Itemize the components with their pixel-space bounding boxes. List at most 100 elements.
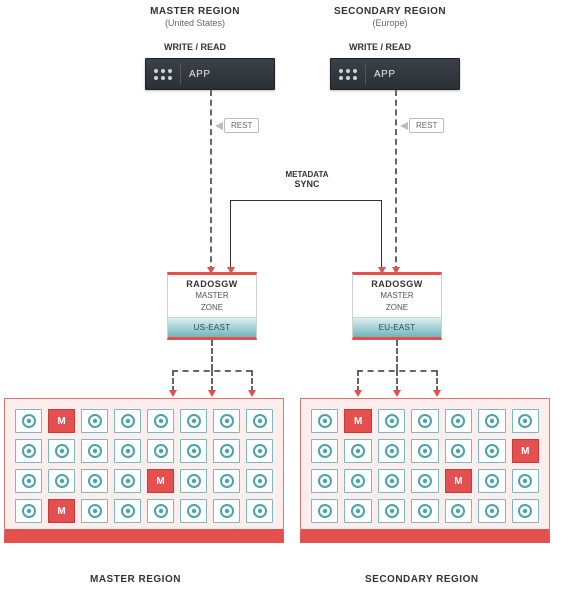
osd-node [15,499,42,523]
osd-node [246,439,273,463]
app-box-right: APP [330,58,460,90]
zone-band-left: US-EAST [168,317,256,337]
osd-node [180,409,207,433]
osd-node [411,409,438,433]
osd-node [81,499,108,523]
osd-node [512,499,539,523]
rest-tag-left: REST [224,118,259,133]
osd-node [15,409,42,433]
conn-radosgw-cluster-right [396,340,398,370]
osd-node [48,439,75,463]
osd-node [15,439,42,463]
osd-node [311,409,338,433]
osd-node [344,439,371,463]
osd-node [311,439,338,463]
osd-node [478,499,505,523]
osd-node [378,469,405,493]
osd-node [147,499,174,523]
conn-app-radosgw-left [210,90,212,272]
osd-node [114,409,141,433]
radosgw-right: RADOSGW MASTER ZONE EU-EAST [352,272,442,340]
monitor-node: M [48,499,75,523]
osd-grid-right: M M M [311,409,539,523]
osd-node [311,469,338,493]
secondary-region-subtitle: (Europe) [315,18,465,28]
rest-arrow-icon [398,122,408,130]
osd-node [48,469,75,493]
osd-node [213,409,240,433]
app-label-right: APP [374,69,396,80]
osd-node [114,469,141,493]
osd-node [378,439,405,463]
osd-node [344,469,371,493]
osd-node [180,469,207,493]
radosgw-sub1: MASTER [168,291,256,301]
monitor-node: M [344,409,371,433]
osd-node [378,409,405,433]
write-read-left: WRITE / READ [145,42,245,52]
conn-app-radosgw-right [395,90,397,272]
osd-node [147,439,174,463]
osd-node [114,439,141,463]
master-region-title: MASTER REGION [130,6,260,17]
osd-node [311,499,338,523]
master-region-subtitle: (United States) [130,18,260,28]
secondary-region-header: SECONDARY REGION (Europe) [315,6,465,28]
master-region-header: MASTER REGION (United States) [130,6,260,28]
osd-node [180,499,207,523]
osd-node [378,499,405,523]
conn-radosgw-cluster-left [211,340,213,370]
osd-node [411,439,438,463]
osd-node [81,439,108,463]
osd-node [445,499,472,523]
radosgw-left: RADOSGW MASTER ZONE US-EAST [167,272,257,340]
sync-label: METADATA SYNC [272,170,342,189]
osd-node [114,499,141,523]
osd-node [15,469,42,493]
secondary-region-title: SECONDARY REGION [315,6,465,17]
osd-node [478,469,505,493]
osd-node [246,499,273,523]
osd-node [512,469,539,493]
footer-left: MASTER REGION [90,574,181,585]
app-box-left: APP [145,58,275,90]
osd-node [213,499,240,523]
osd-node [445,439,472,463]
osd-node [246,409,273,433]
osd-node [478,439,505,463]
app-dots-icon [154,69,172,80]
radosgw-sub1: MASTER [353,291,441,301]
radosgw-title: RADOSGW [353,279,441,289]
app-label-left: APP [189,69,211,80]
osd-grid-left: M M M [15,409,273,523]
osd-node [344,499,371,523]
osd-node [180,439,207,463]
osd-node [411,469,438,493]
osd-node [213,439,240,463]
zone-band-right: EU-EAST [353,317,441,337]
sync-bracket [230,200,382,272]
radosgw-title: RADOSGW [168,279,256,289]
osd-node [445,409,472,433]
radosgw-sub2: ZONE [168,303,256,313]
osd-node [411,499,438,523]
write-read-right: WRITE / READ [330,42,430,52]
monitor-node: M [147,469,174,493]
osd-node [81,409,108,433]
osd-node [81,469,108,493]
cluster-right: M M M [300,398,550,543]
monitor-node: M [512,439,539,463]
footer-right: SECONDARY REGION [365,574,479,585]
cluster-left: M M M [4,398,284,543]
osd-node [246,469,273,493]
rest-tag-right: REST [409,118,444,133]
monitor-node: M [48,409,75,433]
radosgw-sub2: ZONE [353,303,441,313]
osd-node [213,469,240,493]
monitor-node: M [445,469,472,493]
rest-arrow-icon [213,122,223,130]
osd-node [147,409,174,433]
app-dots-icon [339,69,357,80]
osd-node [478,409,505,433]
osd-node [512,409,539,433]
